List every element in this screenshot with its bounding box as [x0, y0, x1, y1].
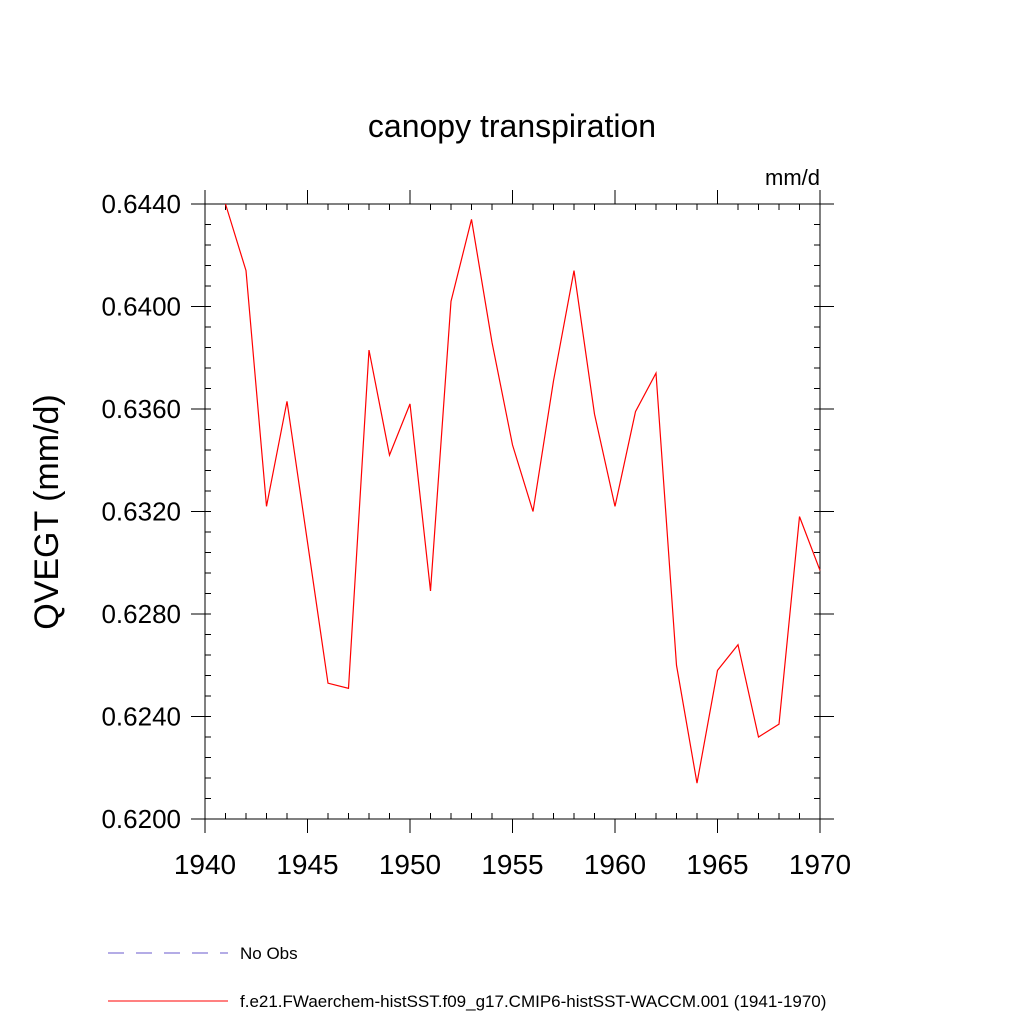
y-tick-label: 0.6320	[101, 497, 181, 527]
chart-title: canopy transpiration	[368, 108, 656, 144]
axes: 0.6200 0.6240 0.6280 0.6320 0.6360 0.6400 0.64…	[101, 189, 851, 880]
units-label: mm/d	[765, 165, 820, 190]
y-tick-label: 0.6200	[101, 804, 181, 834]
x-tick-label: 1960	[584, 849, 646, 880]
legend: No Obs f.e21.FWaerchem-histSST.f09_g17.CM…	[108, 944, 826, 1011]
x-tick-label: 1955	[481, 849, 543, 880]
x-tick-label: 1945	[276, 849, 338, 880]
y-tick-label: 0.6240	[101, 702, 181, 732]
legend-label: No Obs	[240, 944, 298, 963]
x-tick-label: 1940	[174, 849, 236, 880]
x-tick-label: 1950	[379, 849, 441, 880]
y-tick-label: 0.6360	[101, 394, 181, 424]
series-line	[224, 203, 821, 784]
x-tick-label: 1970	[789, 849, 851, 880]
y-axis-label: QVEGT (mm/d)	[28, 394, 66, 630]
y-tick-label: 0.6280	[101, 599, 181, 629]
plot-lines	[224, 203, 821, 784]
plot-frame	[204, 203, 821, 820]
x-tick-label: 1965	[686, 849, 748, 880]
y-tick-label: 0.6440	[101, 189, 181, 219]
y-tick-label: 0.6400	[101, 292, 181, 322]
legend-label: f.e21.FWaerchem-histSST.f09_g17.CMIP6-hi…	[240, 992, 826, 1011]
